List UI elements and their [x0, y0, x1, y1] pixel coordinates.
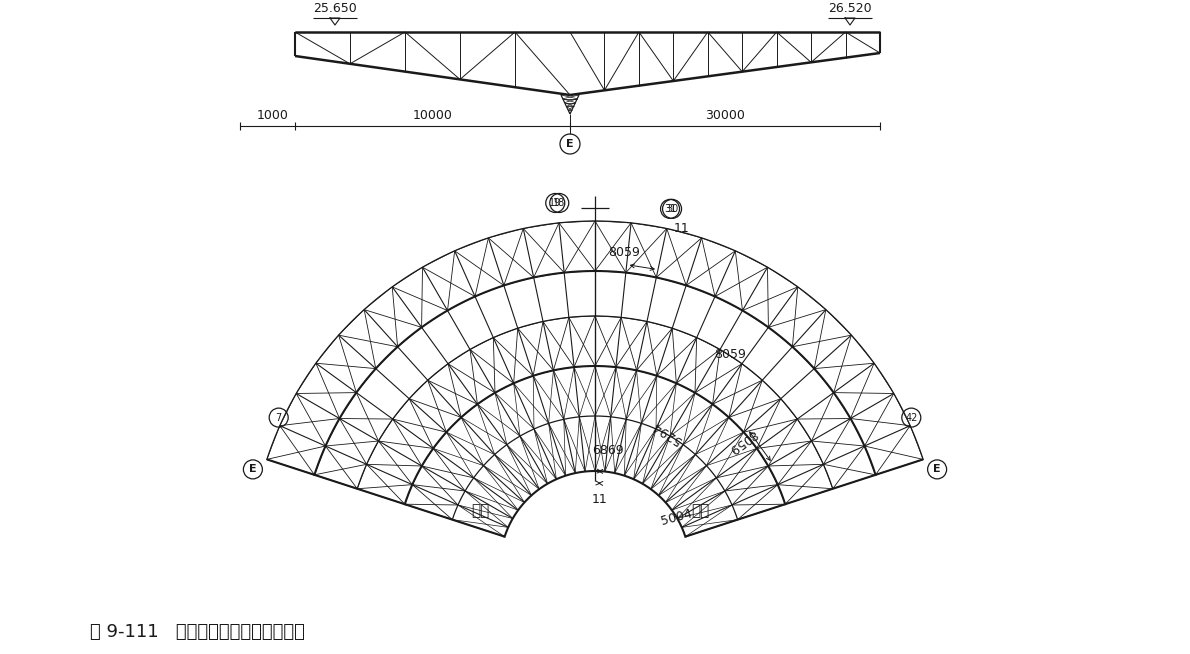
Text: 18: 18 — [553, 198, 565, 208]
Text: 8059: 8059 — [608, 246, 640, 259]
Text: 7: 7 — [276, 413, 282, 422]
Text: 42: 42 — [906, 413, 917, 422]
Text: 31: 31 — [664, 204, 676, 214]
Text: 11: 11 — [591, 493, 607, 506]
Text: 8059: 8059 — [714, 348, 746, 361]
Text: 上弦: 上弦 — [471, 504, 489, 519]
Text: 5294: 5294 — [651, 418, 684, 446]
Text: 下弦: 下弦 — [691, 504, 709, 519]
Text: 8059: 8059 — [725, 426, 759, 456]
Text: 11: 11 — [674, 222, 690, 235]
Text: 26.520: 26.520 — [828, 2, 871, 15]
Text: 1000: 1000 — [257, 109, 289, 122]
Text: E: E — [933, 464, 941, 474]
Text: E: E — [249, 464, 257, 474]
Text: 6869: 6869 — [593, 444, 624, 457]
Text: 30000: 30000 — [704, 109, 745, 122]
Text: 图 9-111   综合体育场挑棚结构平面图: 图 9-111 综合体育场挑棚结构平面图 — [90, 623, 305, 641]
Text: 5004: 5004 — [659, 507, 694, 528]
Text: 10000: 10000 — [413, 109, 452, 122]
Text: E: E — [566, 139, 574, 149]
Text: 30: 30 — [666, 204, 678, 214]
Text: 25.650: 25.650 — [313, 2, 357, 15]
Text: 19: 19 — [549, 198, 562, 208]
